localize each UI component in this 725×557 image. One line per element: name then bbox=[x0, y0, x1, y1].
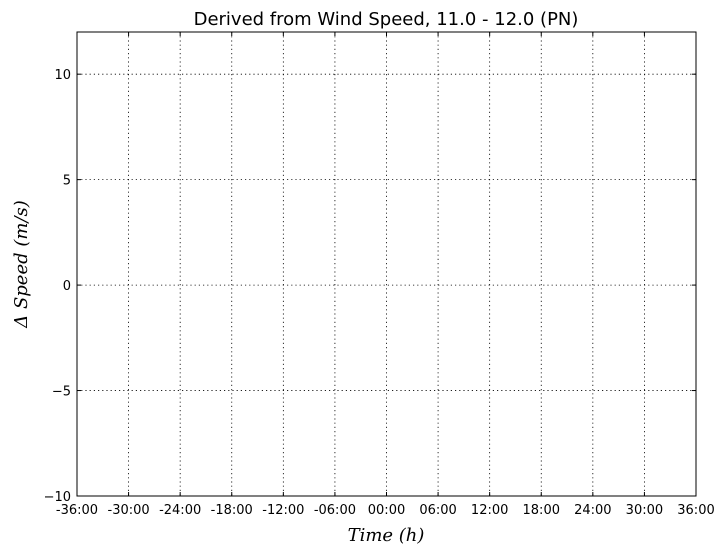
x-tick-label: -12:00 bbox=[262, 503, 304, 518]
x-tick-label: 18:00 bbox=[523, 503, 560, 518]
x-tick-label: -36:00 bbox=[56, 503, 98, 518]
y-axis-label: Δ Speed (m/s) bbox=[11, 200, 32, 329]
tick-layer: -36:00 -30:00 -24:00 -18:00 -12:00 -06:00 00:0… bbox=[44, 32, 715, 518]
x-tick-label: -30:00 bbox=[108, 503, 150, 518]
x-tick-label: 36:00 bbox=[677, 503, 714, 518]
y-tick-label: −10 bbox=[44, 490, 71, 505]
x-tick-label: -24:00 bbox=[159, 503, 201, 518]
grid-layer bbox=[77, 32, 696, 496]
y-tick-label: −5 bbox=[52, 385, 71, 400]
y-tick-label: 0 bbox=[63, 279, 71, 294]
x-tick-label: 12:00 bbox=[471, 503, 508, 518]
x-tick-label: -18:00 bbox=[211, 503, 253, 518]
x-tick-label: 06:00 bbox=[419, 503, 456, 518]
x-tick-label: -06:00 bbox=[314, 503, 356, 518]
y-tick-label: 5 bbox=[63, 174, 71, 189]
x-tick-label: 00:00 bbox=[368, 503, 405, 518]
x-axis-label: Time (h) bbox=[348, 525, 425, 546]
chart-title: Derived from Wind Speed, 11.0 - 12.0 (PN… bbox=[194, 9, 579, 30]
x-tick-label: 24:00 bbox=[574, 503, 611, 518]
plot-frame bbox=[76, 31, 697, 497]
y-tick-label: 10 bbox=[54, 68, 71, 83]
x-tick-label: 30:00 bbox=[626, 503, 663, 518]
